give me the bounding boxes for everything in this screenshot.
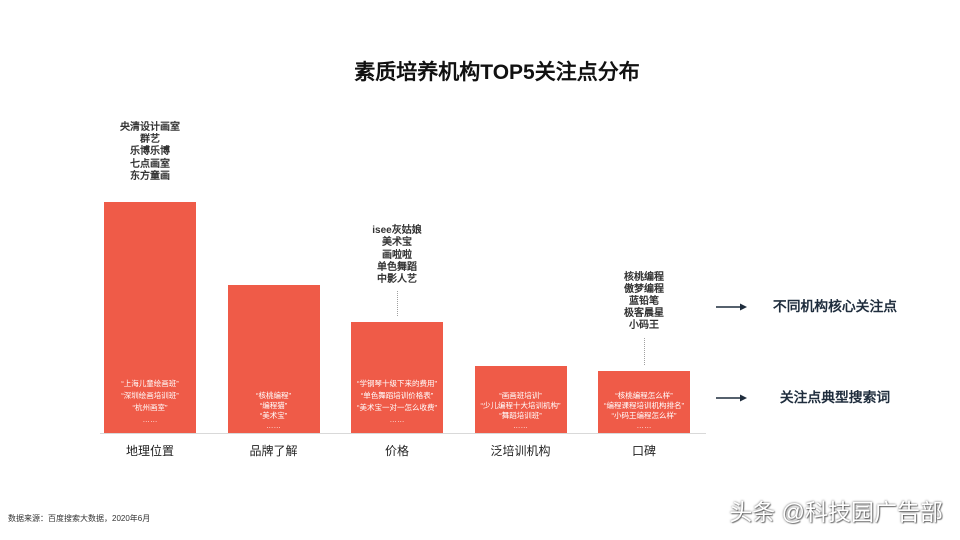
bar-search-terms: “学钢琴十级下来的费用” “单色舞蹈培训价格表” “美术宝一对一怎么收费” …… (345, 378, 449, 426)
institution-label: 核桃编程 (624, 271, 664, 283)
search-term-label: “杭州画室” (132, 403, 168, 412)
legend-item-institution-focus: 不同机构核心关注点 (714, 297, 914, 317)
institution-label: 蓝铅笔 (629, 296, 659, 308)
institution-label: isee灰姑娘 (372, 225, 422, 237)
watermark: 头条 @科技园广告部 (729, 499, 943, 525)
search-term-label: “画画班培训” (499, 390, 542, 400)
institution-label: 单色舞蹈 (377, 261, 417, 273)
chart-bar: “学钢琴十级下来的费用” “单色舞蹈培训价格表” “美术宝一对一怎么收费” …… (351, 322, 443, 433)
institution-label: 乐博乐博 (130, 146, 170, 158)
chart-bar: “上海儿童绘画班” “深圳绘画培训班” “杭州画室” …… (104, 202, 196, 433)
search-term-label: …… (513, 420, 528, 430)
category-label: 地理位置 (125, 444, 174, 458)
arrow-right-icon (716, 394, 747, 402)
institution-label: 美术宝 (382, 237, 412, 249)
dotted-connector (644, 337, 645, 365)
legend-label: 不同机构核心关注点 (772, 299, 898, 314)
search-term-label: “少儿编程十大培训机构” (480, 400, 561, 410)
dotted-connector (397, 291, 398, 317)
search-term-label: “单色舞蹈培训价格表” (360, 390, 434, 400)
institution-label: 群艺 (140, 134, 160, 146)
institution-list: 核桃编程 傲梦编程 蓝铅笔 极客晨星 小码王 (584, 272, 704, 333)
search-term-label: “深圳绘画培训班” (121, 391, 179, 400)
search-term-label: “舞蹈培训班” (499, 410, 542, 420)
search-term-label: “核桃编程” (256, 390, 291, 400)
search-term-label: …… (389, 414, 405, 424)
search-term-label: “编程猫” (259, 400, 288, 410)
institution-label: 央清设计画室 (120, 122, 180, 133)
legend-label: 关注点典型搜索词 (779, 390, 891, 405)
institution-label: 极客晨星 (624, 308, 664, 320)
bar-search-terms: “核桃编程” “编程猫” “美术宝”…… (222, 391, 326, 431)
search-term-label: “学钢琴十级下来的费用” (357, 378, 437, 388)
category-label: 品牌了解 (249, 444, 298, 458)
category-label: 泛培训机构 (490, 444, 551, 458)
search-term-label: “核桃编程怎么样” (615, 390, 673, 400)
legend-item-search-terms: 关注点典型搜索词 (714, 388, 914, 408)
institution-list: isee灰姑娘 美术宝 画啦啦 单色舞蹈 中影人艺 (337, 225, 457, 286)
chart-title: 素质培养机构TOP5关注点分布 (354, 61, 640, 84)
chart-bar: “画画班培训” “少儿编程十大培训机构” “舞蹈培训班”…… (474, 366, 567, 433)
institution-label: 中影人艺 (377, 273, 417, 285)
institution-label: 画啦啦 (382, 249, 412, 261)
search-term-label: …… (636, 420, 652, 430)
chart-bar: “核桃编程怎么样” “编程课程培训机构排名” “小码王编程怎么样”…… (598, 370, 690, 433)
institution-label: 七点画室 (130, 158, 170, 170)
search-term-label: …… (266, 420, 281, 430)
institution-label: 傲梦编程 (624, 283, 664, 295)
search-term-label: …… (142, 415, 158, 424)
chart-bar: “核桃编程” “编程猫” “美术宝”…… (227, 285, 320, 433)
search-term-label: “上海儿童绘画班” (121, 379, 179, 388)
bar-search-terms: “上海儿童绘画班” “深圳绘画培训班” “杭州画室” …… (98, 378, 202, 426)
arrow-right-icon (716, 303, 747, 311)
search-term-label: “美术宝” (259, 410, 288, 420)
category-label: 价格 (384, 444, 409, 458)
bar-search-terms: “画画班培训” “少儿编程十大培训机构” “舞蹈培训班”…… (469, 391, 573, 431)
search-term-label: “小码王编程怎么样” (611, 410, 677, 420)
chart-baseline (100, 433, 706, 434)
data-source-note: 数据来源：百度搜索大数据，2020年6月 (8, 514, 151, 523)
bar-search-terms: “核桃编程怎么样” “编程课程培训机构排名” “小码王编程怎么样”…… (592, 391, 696, 431)
institution-label: 小码王 (629, 320, 659, 332)
search-term-label: “编程课程培训机构排名” (604, 400, 684, 410)
category-label: 口碑 (631, 444, 656, 458)
institution-label: 东方童画 (130, 170, 170, 182)
search-term-label: “美术宝一对一怎么收费” (357, 402, 437, 412)
institution-list: 央清设计画室 群艺 乐博乐博 七点画室 东方童画 (90, 122, 210, 183)
